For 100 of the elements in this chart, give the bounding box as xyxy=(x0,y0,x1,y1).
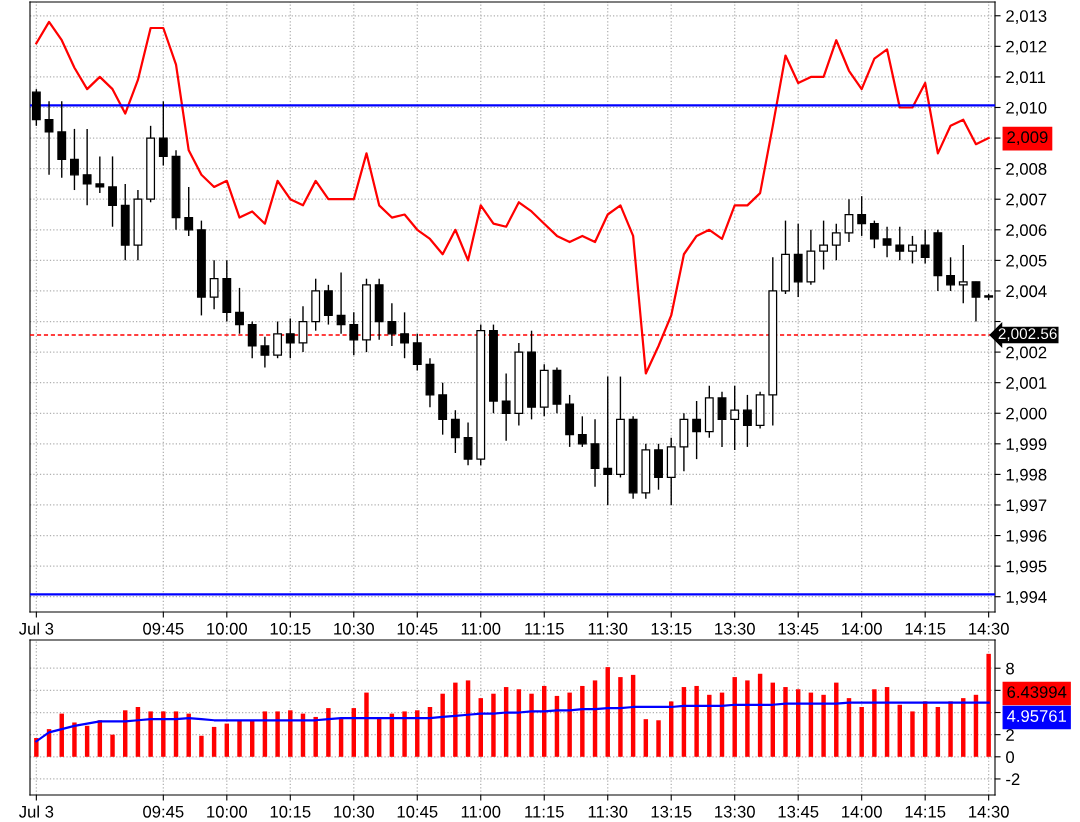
candlestick xyxy=(82,128,92,207)
candlestick xyxy=(70,128,79,191)
bar xyxy=(199,735,204,757)
x-tick-label: 11:30 xyxy=(588,805,628,818)
candlestick xyxy=(412,333,422,372)
candlestick xyxy=(577,415,587,448)
candlestick xyxy=(44,100,54,176)
y-tick-label: -2 xyxy=(1006,773,1020,785)
y-tick-label: 2,010 xyxy=(1006,101,1047,116)
candlestick xyxy=(463,421,473,466)
bar xyxy=(821,694,826,757)
text: 6.43994 xyxy=(1007,686,1067,698)
bar xyxy=(402,711,407,757)
x-tick-label: 09:45 xyxy=(143,805,184,818)
candlestick xyxy=(285,317,295,359)
x-tick-label: 10:45 xyxy=(397,622,438,635)
bar xyxy=(161,711,166,757)
bar xyxy=(783,687,788,757)
x-tick-label: 13:30 xyxy=(715,805,755,818)
bar xyxy=(732,677,737,757)
bar xyxy=(986,653,991,757)
y-tick-label: 1,997 xyxy=(1006,499,1047,514)
x-tick-label: 13:30 xyxy=(715,622,755,635)
x-tick-label: 13:45 xyxy=(778,622,819,635)
candlestick xyxy=(603,375,613,506)
candlestick xyxy=(958,244,968,304)
y-tick-label: 1,995 xyxy=(1006,560,1047,575)
y-tick-label: 2,002 xyxy=(1006,346,1047,361)
bar xyxy=(72,722,77,757)
x-tick-label: 13:15 xyxy=(651,805,692,818)
line-series xyxy=(35,701,990,743)
y-tick-label: 2 xyxy=(1006,729,1014,741)
candlestick xyxy=(209,259,219,310)
candlestick xyxy=(831,222,841,262)
x-tick-label: 10:30 xyxy=(334,622,374,635)
bar xyxy=(148,711,153,757)
candlestick xyxy=(184,186,194,237)
candlestick xyxy=(920,229,930,265)
x-tick-label: 10:45 xyxy=(397,805,438,818)
bar xyxy=(707,694,712,757)
y-tick-label: 2,004 xyxy=(1006,285,1047,300)
x-tick-label: 14:30 xyxy=(969,622,1009,635)
y-tick-label: 2,000 xyxy=(1006,407,1047,422)
text: 4.95761 xyxy=(1006,710,1067,722)
candlestick xyxy=(844,198,854,243)
candlestick xyxy=(95,155,105,194)
candlestick xyxy=(400,311,410,359)
bar xyxy=(313,716,318,757)
bar xyxy=(110,734,115,757)
y-tick-label: 8 xyxy=(1006,662,1014,675)
candlestick xyxy=(730,385,740,451)
text: 2,009 xyxy=(1007,131,1048,146)
candlestick xyxy=(450,409,460,454)
x-tick-label: 13:45 xyxy=(778,805,819,818)
bar xyxy=(84,725,90,757)
candlestick xyxy=(908,235,917,265)
x-tick-label: Jul 3 xyxy=(19,805,54,818)
y-tick-label: 0 xyxy=(1006,751,1015,764)
candlestick xyxy=(235,287,244,335)
bar xyxy=(656,720,661,757)
bar xyxy=(237,720,242,757)
x-tick-label: 14:30 xyxy=(969,805,1009,818)
candlestick xyxy=(247,320,257,359)
candlestick xyxy=(946,256,955,292)
bar xyxy=(491,693,496,757)
y-tick-label: 1,998 xyxy=(1006,468,1047,483)
candlestick xyxy=(260,336,270,369)
y-tick-label: 2,007 xyxy=(1006,193,1047,208)
bar xyxy=(326,708,331,757)
y-tick-label: 2,005 xyxy=(1006,254,1047,269)
bar xyxy=(364,692,369,757)
y-tick-label: 2,006 xyxy=(1006,224,1047,238)
bar xyxy=(897,704,902,757)
y-tick-label: 1,999 xyxy=(1006,438,1047,452)
x-tick-label: 14:15 xyxy=(905,623,946,635)
y-tick-label: 2,001 xyxy=(1006,377,1047,391)
x-tick-label: 14:00 xyxy=(842,622,882,635)
bar xyxy=(567,692,572,757)
x-tick-label: 11:00 xyxy=(461,622,501,635)
candlestick xyxy=(717,391,727,448)
bar xyxy=(834,682,839,757)
y-tick-label: 1,994 xyxy=(1006,591,1047,605)
bar xyxy=(935,706,941,757)
candlestick xyxy=(158,100,168,167)
ref-line-label: 2,002.56 xyxy=(998,328,1057,341)
y-tick-label: 2,013 xyxy=(1006,10,1047,24)
x-tick-label: 11:15 xyxy=(525,623,564,635)
x-tick-label: 13:15 xyxy=(651,622,692,635)
x-tick-label: 10:15 xyxy=(270,622,311,635)
candlestick xyxy=(742,394,752,448)
candlestick xyxy=(819,219,829,271)
y-tick-label: 2,011 xyxy=(1006,71,1046,86)
bar xyxy=(186,713,191,757)
candlestick xyxy=(895,226,905,262)
y-tick-label: 2,012 xyxy=(1006,40,1047,55)
candlestick xyxy=(882,226,892,259)
bar xyxy=(211,726,217,757)
candlestick xyxy=(336,271,346,335)
candlestick xyxy=(298,305,308,353)
x-tick-label: 10:00 xyxy=(207,805,248,818)
